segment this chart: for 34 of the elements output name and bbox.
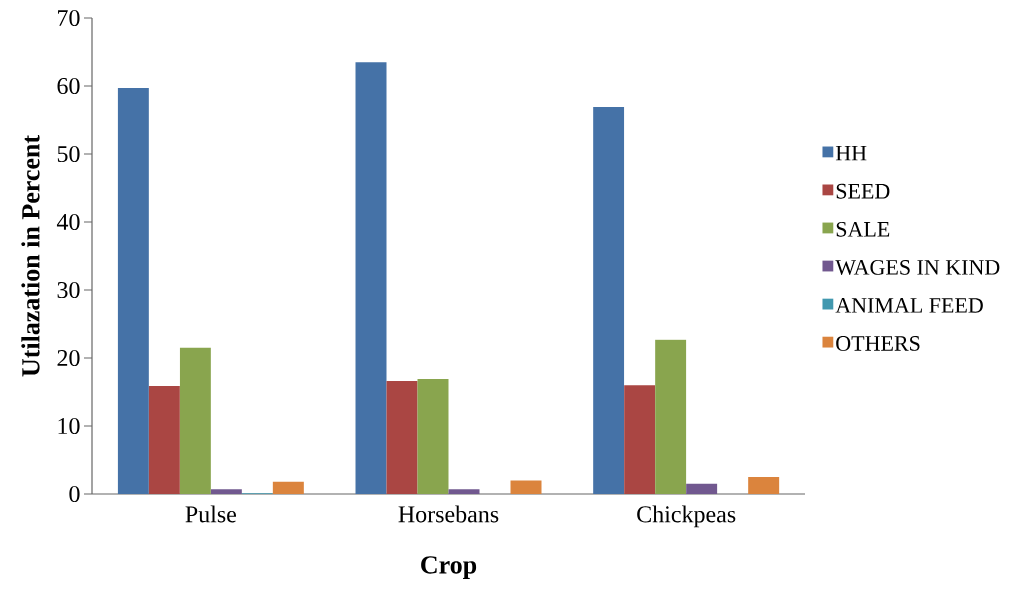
y-tick-label: 70 [58,9,80,27]
bar [179,347,211,494]
legend-label: OTHERS [836,336,920,351]
x-tick-label: Chickpeas [637,505,736,528]
bar [386,381,418,494]
bar [417,379,449,494]
bar [748,477,780,494]
bar [686,483,718,494]
legend-label: SALE [836,221,890,237]
bar [148,385,180,494]
y-tick-label: 10 [58,417,80,435]
y-tick-label: 20 [57,349,80,367]
legend-label: SEED [836,183,890,199]
y-tick-label: 60 [57,77,80,95]
bar [624,385,656,494]
x-axis-title: Crop [421,556,477,579]
legend-label: HH [835,145,867,161]
bar [210,489,242,494]
y-tick-label: 40 [56,213,80,231]
bar [448,489,480,494]
x-tick-label: Pulse [185,505,236,523]
bar [272,481,304,494]
legend-label: ANIMAL FEED [835,298,983,313]
y-tick-label: 50 [57,145,80,163]
y-axis-title: Utilazation in Percent [21,135,40,377]
x-tick-label: Horsebans [398,505,499,523]
bar [355,62,387,494]
y-tick-label: 30 [57,281,80,299]
bar [510,480,542,494]
bar [117,88,149,494]
bar [655,339,687,494]
bar [593,107,625,494]
legend-label: WAGES IN KIND [835,259,1000,275]
y-tick-label: 0 [69,485,80,503]
